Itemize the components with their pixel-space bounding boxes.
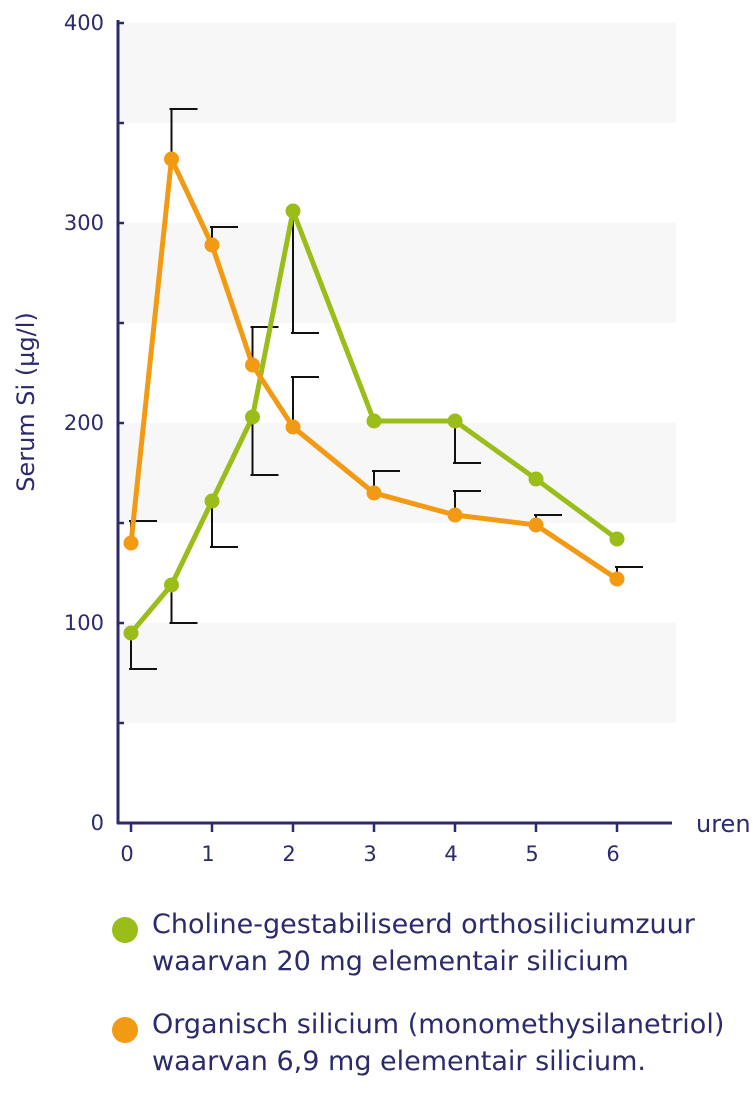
data-point-organisch [204, 237, 220, 253]
x-tick-label: 2 [282, 842, 295, 866]
data-point-choline [528, 471, 544, 487]
data-point-organisch [245, 357, 260, 373]
x-tick-label: 6 [606, 842, 619, 866]
y-axis-title: Serum Si (µg/l) [12, 312, 40, 492]
data-point-organisch [285, 419, 301, 435]
x-tick-label: 1 [201, 842, 214, 866]
grid-band [118, 23, 676, 123]
y-tick-label: 100 [64, 611, 104, 635]
data-point-organisch [123, 535, 139, 551]
data-point-choline [204, 493, 220, 509]
legend-label-choline-line2: waarvan 20 mg elementair silicium [152, 946, 629, 977]
x-tick-label: 0 [120, 842, 133, 866]
data-point-organisch [447, 507, 463, 523]
x-tick-label: 3 [363, 842, 376, 866]
legend-item-organisch: Organisch silicium (monomethysilanetriol… [112, 1006, 742, 1080]
legend-marker-orange [112, 1017, 138, 1043]
grid-band [118, 223, 676, 323]
legend-label-organisch-line2: waarvan 6,9 mg elementair silicium. [152, 1046, 647, 1077]
data-point-choline [164, 577, 179, 593]
legend-marker-green [112, 917, 138, 943]
data-point-organisch [366, 485, 382, 501]
y-tick-label: 400 [64, 11, 104, 35]
data-point-choline [245, 409, 260, 425]
data-point-organisch [164, 151, 179, 167]
x-axis-title: uren [696, 810, 751, 838]
grid-band [118, 423, 676, 523]
data-point-choline [123, 625, 139, 641]
data-point-organisch [609, 571, 625, 587]
legend-label-choline-line1: Choline-gestabiliseerd orthosiliciumzuur [152, 909, 695, 940]
data-point-choline [447, 413, 463, 429]
data-point-choline [285, 203, 301, 219]
y-tick-label: 300 [64, 211, 104, 235]
x-tick-label: 4 [444, 842, 457, 866]
legend-label-organisch-line1: Organisch silicium (monomethysilanetriol… [152, 1009, 725, 1040]
data-point-choline [366, 413, 382, 429]
data-point-choline [609, 531, 625, 547]
y-tick-label: 0 [91, 811, 104, 835]
grid-band [118, 623, 676, 723]
data-point-organisch [528, 517, 544, 533]
y-tick-label: 200 [64, 411, 104, 435]
legend-item-choline: Choline-gestabiliseerd orthosiliciumzuur… [112, 906, 742, 980]
chart: 0 100 200 300 400 0 1 2 3 4 5 6 Serum Si (µg/l) ure… [12, 11, 751, 866]
legend: Choline-gestabiliseerd orthosiliciumzuur… [112, 906, 742, 1080]
x-tick-label: 5 [525, 842, 538, 866]
